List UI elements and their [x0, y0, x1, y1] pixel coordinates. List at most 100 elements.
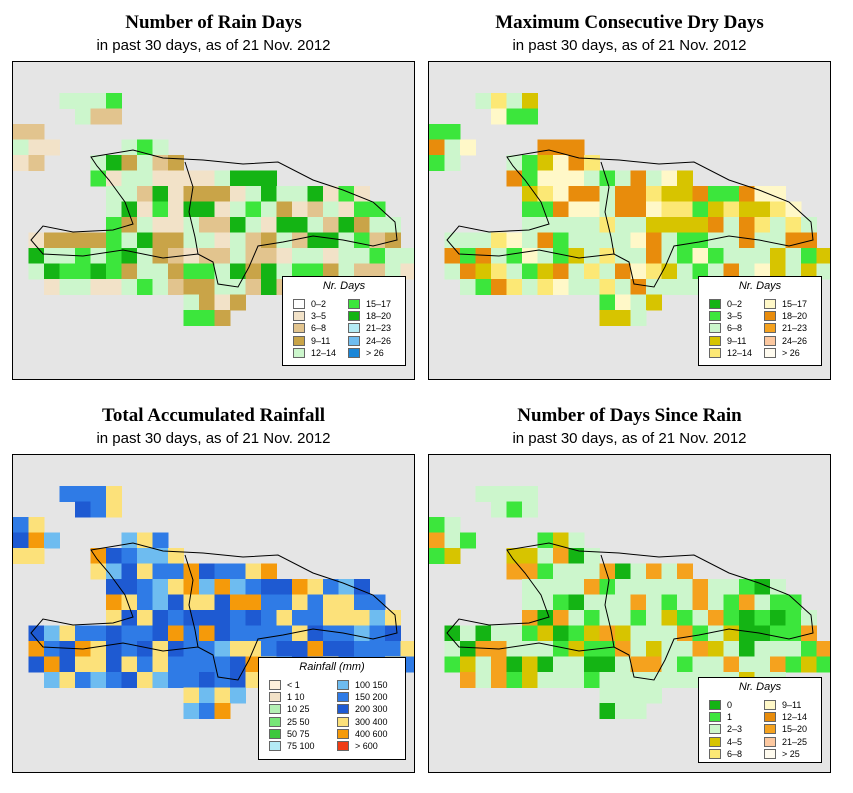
legend-label: 24–26 [366, 335, 392, 346]
grid-cell [568, 279, 585, 295]
grid-cell [522, 672, 538, 688]
grid-cell [106, 625, 122, 642]
grid-cell [183, 279, 200, 295]
grid-cell [168, 232, 184, 249]
coastline [30, 542, 398, 681]
grid-cell [28, 517, 45, 533]
legend-label: 0 [727, 700, 733, 710]
grid-cell [568, 594, 585, 611]
grid-cell [537, 594, 554, 611]
grid-cell [28, 625, 45, 642]
grid-cell [121, 579, 138, 595]
map-grid [429, 486, 830, 719]
grid-cell [214, 201, 231, 218]
grid-cell [553, 155, 569, 171]
grid-cell [801, 610, 817, 626]
grid-cell [261, 279, 277, 295]
grid-cell [661, 579, 678, 595]
grid-cell [522, 93, 538, 109]
grid-cell [90, 486, 107, 502]
grid-cell [152, 548, 169, 564]
grid-cell [553, 139, 569, 156]
grid-cell [152, 594, 169, 611]
grid-cell [723, 263, 740, 280]
grid-cell [429, 139, 445, 156]
grid-cell [338, 594, 355, 611]
legend-label: 3–5 [311, 311, 327, 322]
grid-cell [708, 217, 724, 233]
grid-cell [137, 232, 153, 249]
grid-cell [522, 201, 538, 218]
grid-cell [152, 579, 169, 595]
legend-swatch [269, 728, 281, 739]
grid-cell [59, 672, 76, 688]
grid-cell [230, 248, 246, 264]
grid-cell [460, 532, 476, 549]
grid-cell [90, 170, 107, 187]
legend-item: 75 100 [269, 740, 315, 752]
grid-cell [692, 610, 709, 626]
legend-item: 6–8 [709, 748, 742, 760]
grid-cell [646, 186, 662, 202]
grid-cell [137, 279, 153, 295]
grid-cell [615, 310, 631, 326]
grid-cell [553, 641, 569, 657]
grid-cell [90, 232, 107, 249]
grid-cell [491, 672, 507, 688]
grid-cell [537, 672, 554, 688]
grid-cell [615, 703, 631, 719]
grid-cell [801, 248, 817, 264]
grid-cell [168, 170, 184, 187]
grid-cell [770, 263, 786, 280]
grid-cell [199, 687, 215, 704]
grid-cell [475, 279, 492, 295]
grid-cell [475, 263, 492, 280]
grid-cell [754, 201, 771, 218]
grid-cell [245, 594, 262, 611]
grid-cell [568, 170, 585, 187]
grid-cell [338, 201, 355, 218]
grid-cell [121, 279, 138, 295]
grid-cell [460, 641, 476, 657]
legend-label: 50 75 [287, 728, 310, 739]
grid-cell [537, 579, 554, 595]
grid-cell [44, 672, 60, 688]
legend-item: 12–14 [709, 347, 752, 359]
legend-swatch [709, 347, 721, 358]
grid-cell [553, 656, 569, 673]
map-days-since-rain: Nr. Days 0 1 2–3 4–5 6–8 9–11 12–14 15–20 21–25 >… [428, 454, 831, 773]
grid-cell [584, 279, 600, 295]
grid-cell [338, 248, 355, 264]
grid-cell [137, 548, 153, 564]
legend-item: 21–23 [348, 322, 391, 334]
grid-cell [261, 625, 277, 642]
grid-cell [338, 263, 355, 280]
grid-cell [708, 610, 724, 626]
grid-cell [785, 263, 802, 280]
grid-cell [28, 124, 45, 140]
grid-cell [522, 170, 538, 187]
grid-cell [230, 641, 246, 657]
grid-cell [770, 232, 786, 249]
grid-cell [245, 170, 262, 187]
grid-cell [90, 563, 107, 580]
legend-item: 4–5 [709, 736, 742, 748]
grid-cell [568, 139, 585, 156]
grid-cell [137, 532, 153, 549]
grid-cell [152, 248, 169, 264]
grid-cell [568, 563, 585, 580]
grid-cell [292, 263, 308, 280]
grid-cell [106, 108, 122, 125]
grid-cell [677, 610, 693, 626]
grid-cell [568, 548, 585, 564]
grid-cell [59, 486, 76, 502]
grid-cell [723, 248, 740, 264]
legend-label: 1 [727, 712, 733, 723]
grid-cell [677, 263, 693, 280]
legend-item: > 26 [348, 347, 384, 359]
grid-cell [199, 656, 215, 673]
grid-cell [137, 656, 153, 673]
grid-cell [677, 563, 693, 580]
grid-cell [677, 170, 693, 187]
legend-swatch [337, 680, 349, 690]
